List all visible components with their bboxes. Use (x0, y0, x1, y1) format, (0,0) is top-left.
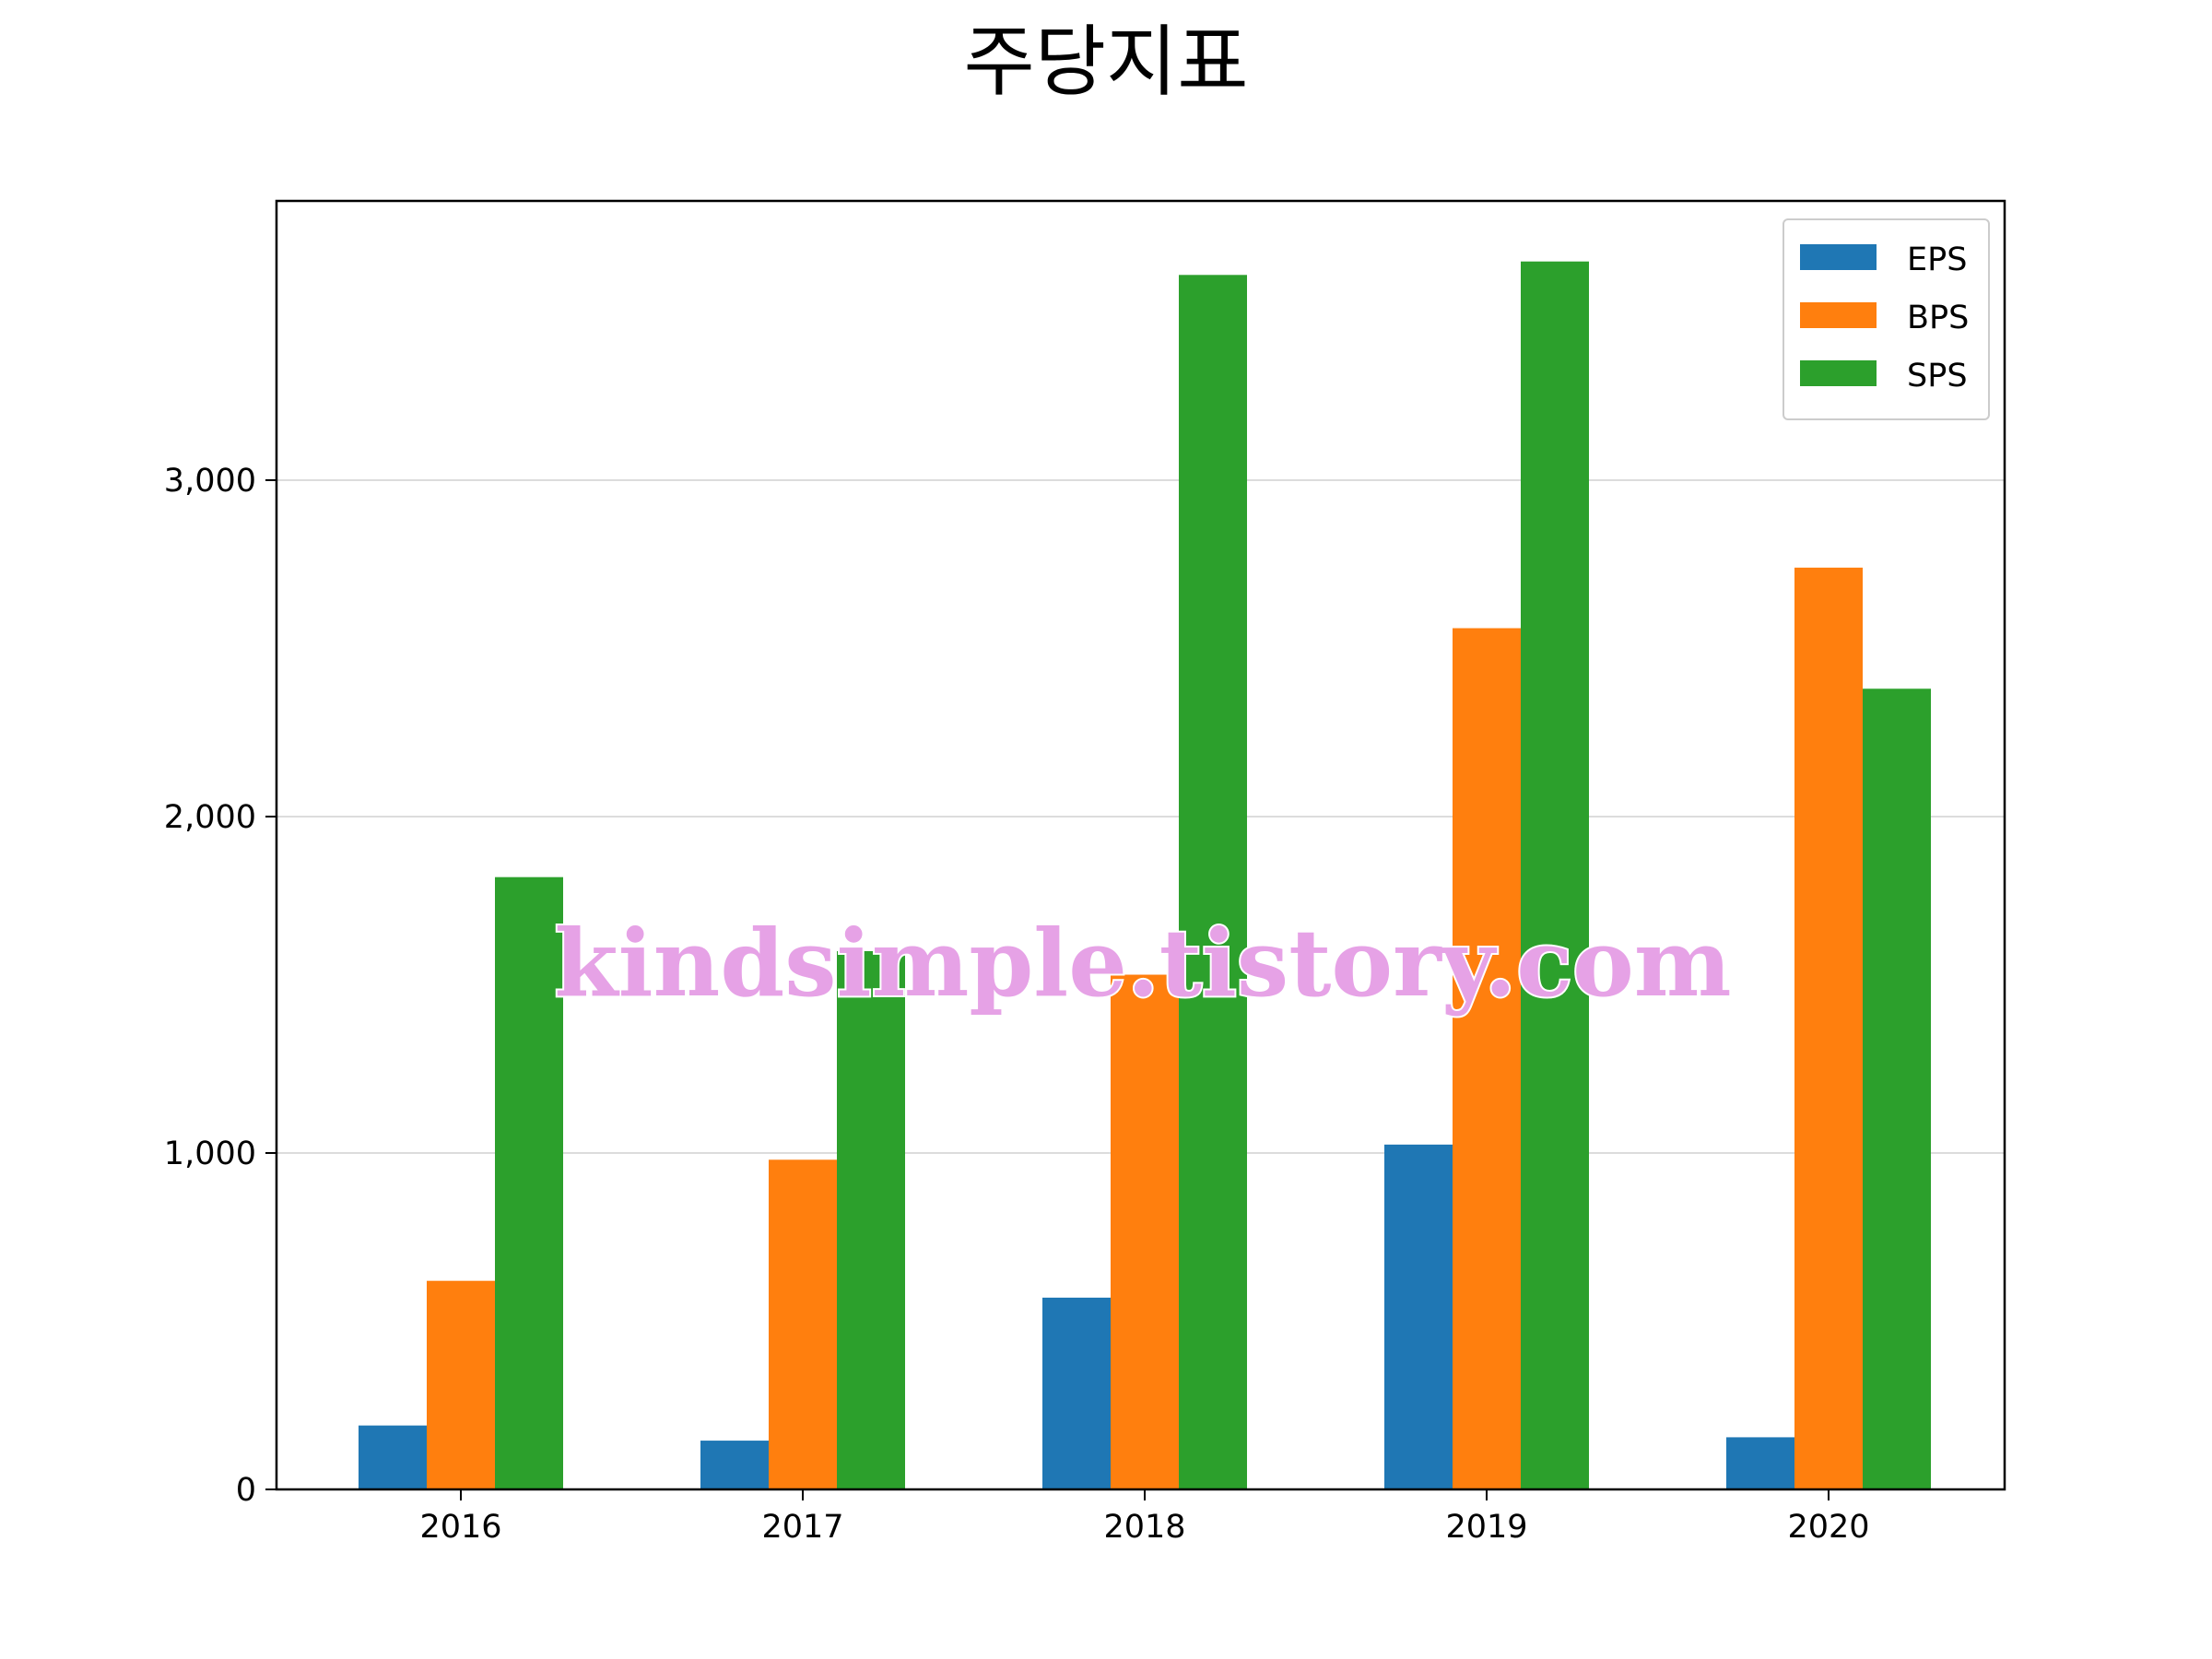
bars (359, 261, 1931, 1490)
bar-eps-2020 (1726, 1437, 1794, 1489)
bar-sps-2016 (495, 877, 563, 1489)
legend-label-sps: SPS (1907, 358, 1968, 394)
bar-eps-2016 (359, 1425, 427, 1489)
x-tick-label: 2020 (1787, 1509, 1869, 1546)
bar-eps-2017 (700, 1441, 769, 1489)
bar-eps-2018 (1042, 1297, 1111, 1489)
x-axis: 2016 2017 2018 2019 2020 (419, 1489, 1870, 1546)
watermark: kindsimple.tistory.com (554, 909, 1731, 1018)
y-tick-label: 2,000 (164, 799, 256, 836)
y-tick-label: 1,000 (164, 1135, 256, 1172)
bar-bps-2018 (1111, 974, 1179, 1489)
bar-sps-2020 (1863, 688, 1931, 1489)
bar-bps-2016 (427, 1280, 495, 1489)
bar-sps-2019 (1521, 261, 1589, 1489)
bar-bps-2017 (769, 1159, 837, 1489)
x-tick-label: 2016 (419, 1509, 501, 1546)
legend-swatch-eps (1800, 244, 1877, 270)
x-tick-label: 2019 (1445, 1509, 1527, 1546)
plot-frame (275, 199, 2006, 1491)
bar-bps-2020 (1794, 567, 1863, 1489)
x-tick-label: 2018 (1103, 1509, 1185, 1546)
legend: EPS BPS SPS (1783, 218, 1990, 420)
y-tick-label: 3,000 (164, 463, 256, 500)
bar-bps-2019 (1453, 628, 1521, 1489)
x-tick-label: 2017 (761, 1509, 843, 1546)
bar-sps-2017 (837, 950, 905, 1489)
legend-swatch-sps (1800, 360, 1877, 386)
legend-label-eps: EPS (1907, 241, 1967, 278)
y-tick-label: 0 (236, 1472, 256, 1509)
chart-title: 주당지표 (963, 17, 1248, 107)
y-axis: 0 1,000 2,000 3,000 (164, 463, 276, 1509)
bar-sps-2018 (1179, 275, 1247, 1490)
legend-label-bps: BPS (1907, 300, 1969, 336)
legend-swatch-bps (1800, 302, 1877, 328)
bar-eps-2019 (1384, 1144, 1453, 1489)
